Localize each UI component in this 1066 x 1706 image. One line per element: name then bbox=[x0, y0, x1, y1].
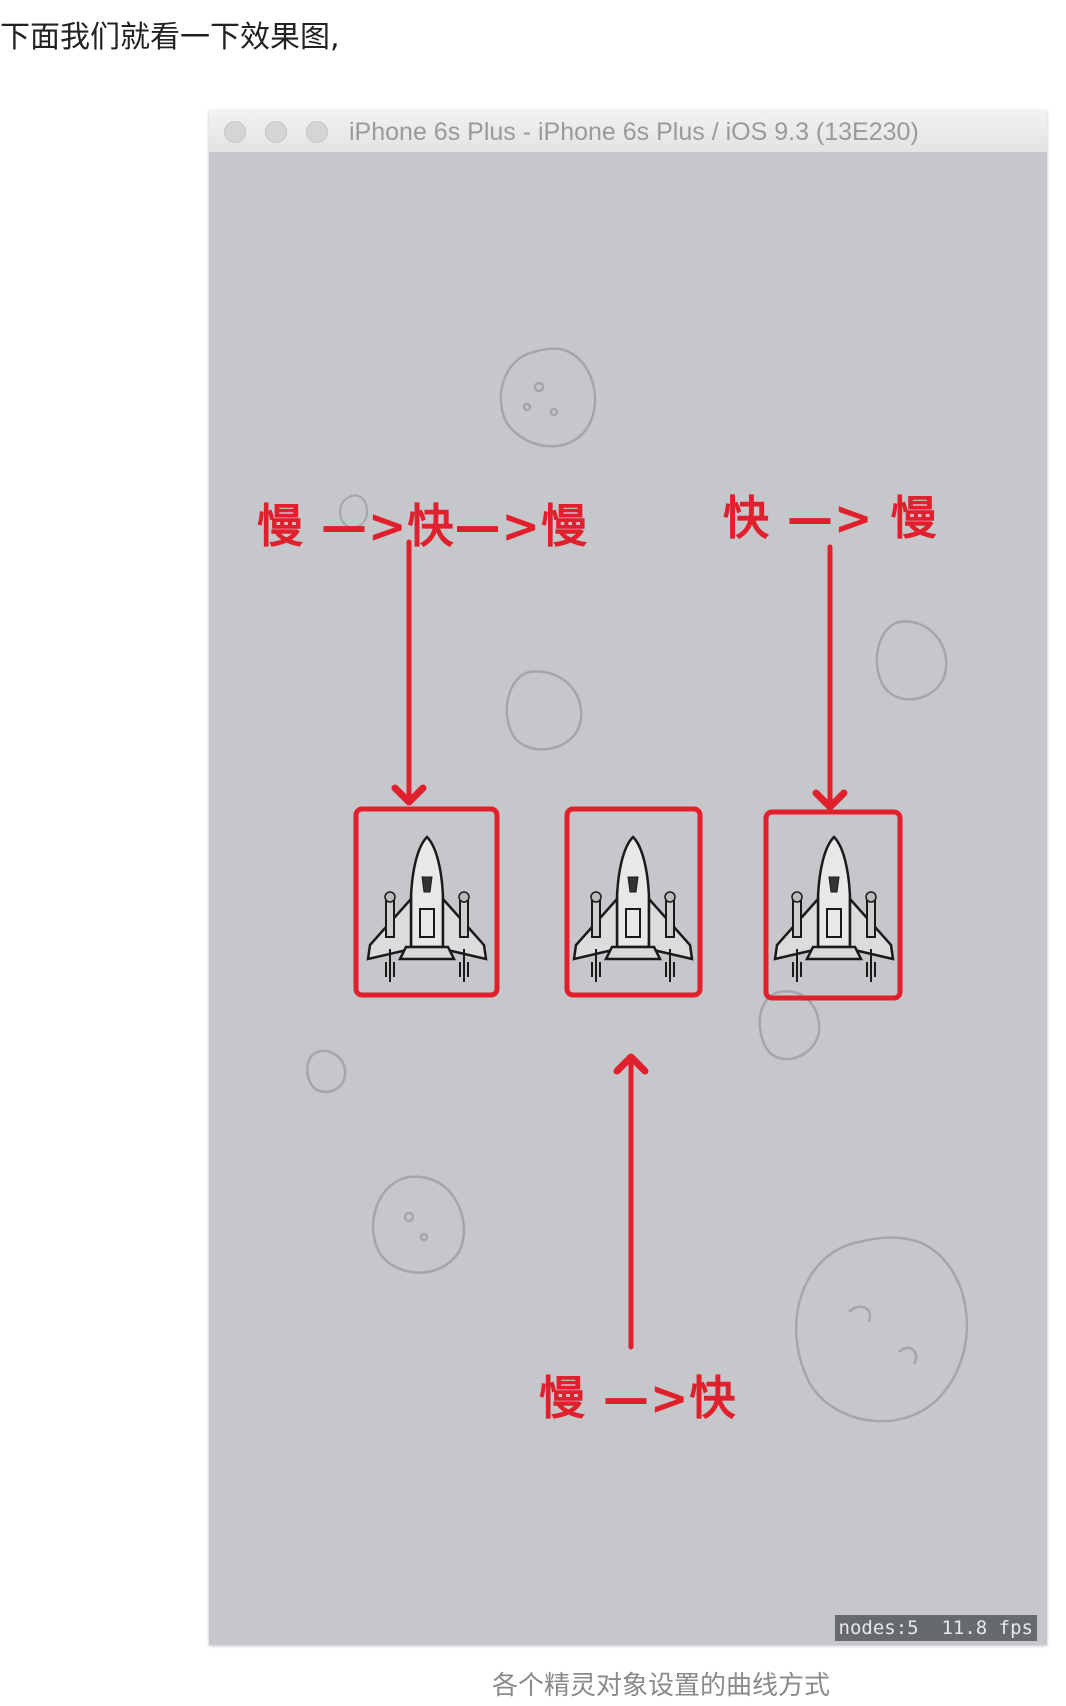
spaceship-icon bbox=[572, 835, 694, 984]
intro-text: 下面我们就看一下效果图, bbox=[0, 20, 340, 55]
window-titlebar: iPhone 6s Plus - iPhone 6s Plus / iOS 9.… bbox=[209, 110, 1047, 153]
close-window-button[interactable] bbox=[224, 121, 246, 143]
window-title: iPhone 6s Plus - iPhone 6s Plus / iOS 9.… bbox=[349, 118, 919, 146]
label-fast-slow: 快 —> 慢 bbox=[723, 491, 938, 545]
sprite-left bbox=[353, 806, 500, 998]
stats-overlay: nodes:5 11.8 fps bbox=[834, 1615, 1037, 1641]
zoom-window-button[interactable] bbox=[306, 121, 328, 143]
asteroid-icon bbox=[875, 620, 948, 701]
simulator-window: iPhone 6s Plus - iPhone 6s Plus / iOS 9.… bbox=[209, 110, 1047, 1645]
spaceship-icon bbox=[366, 835, 488, 984]
label-slow-fast-slow: 慢 —>快—>慢 bbox=[257, 499, 589, 553]
minimize-window-button[interactable] bbox=[265, 121, 287, 143]
label-slow-fast: 慢 —>快 bbox=[539, 1371, 737, 1425]
asteroid-icon bbox=[339, 494, 369, 529]
asteroid-icon bbox=[758, 989, 821, 1061]
asteroid-icon bbox=[306, 1049, 347, 1094]
spaceship-icon bbox=[773, 835, 895, 984]
sprite-middle bbox=[564, 806, 703, 998]
asteroid-icon bbox=[505, 670, 583, 751]
figure-caption: 各个精灵对象设置的曲线方式 bbox=[491, 1671, 830, 1701]
asteroid-icon bbox=[499, 347, 597, 448]
asteroid-icon bbox=[795, 1236, 969, 1423]
game-scene bbox=[306, 347, 969, 1423]
sprite-right bbox=[763, 809, 903, 1001]
asteroid-icon bbox=[371, 1175, 466, 1274]
